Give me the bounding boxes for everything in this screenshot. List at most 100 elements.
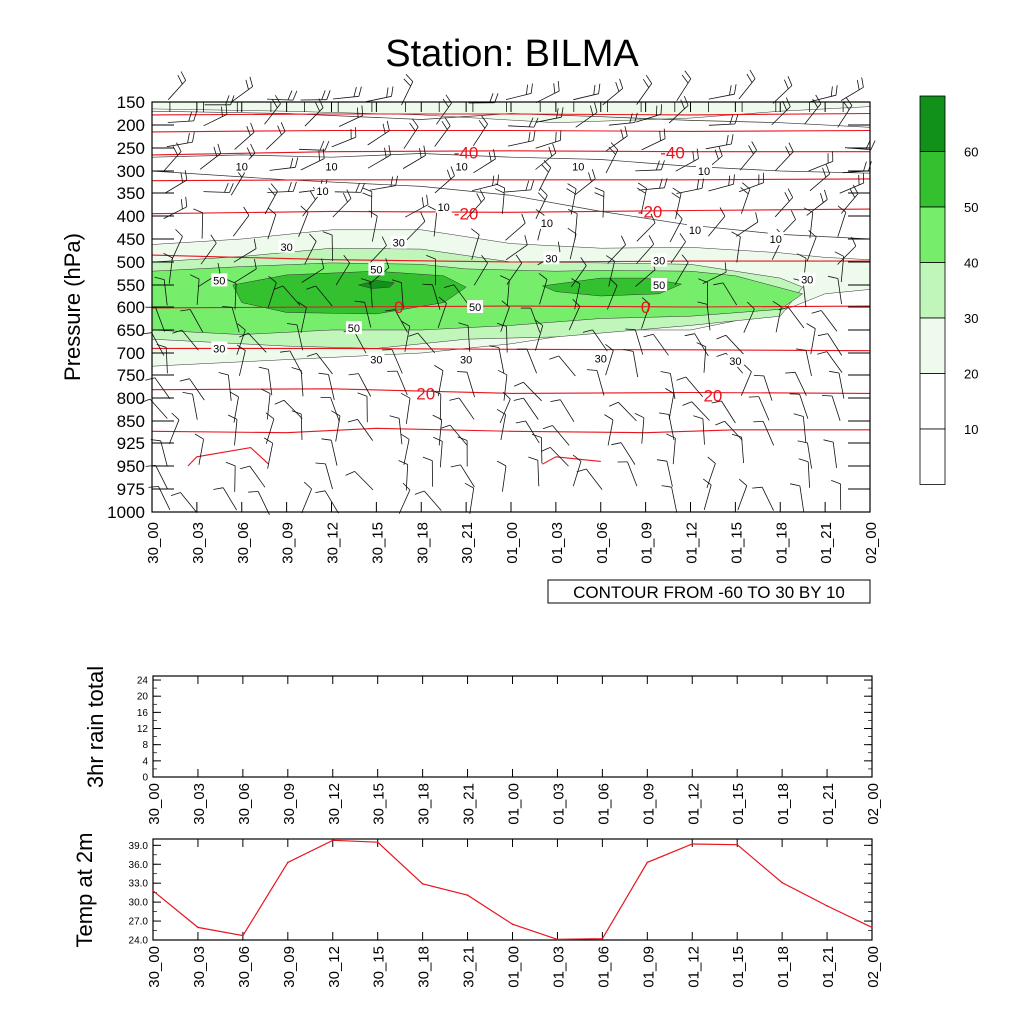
wind-barb	[332, 189, 352, 218]
colorbar: 60 50 40 30 20 10	[919, 95, 978, 485]
contour-labels: 10 10 10 10 10 10 10 10 10 10 30 30 30 30 30 50 50 50 50 50…	[211, 144, 816, 406]
wind-barb	[273, 285, 301, 306]
wind-barb	[708, 84, 737, 100]
wind-barb	[368, 210, 378, 242]
time-tick-label: 30_18	[416, 783, 433, 825]
wind-barb	[391, 279, 404, 309]
colorbar-segment	[919, 95, 946, 152]
wind-barb	[472, 115, 488, 147]
wind-barb	[194, 433, 204, 465]
wind-barb	[404, 194, 429, 218]
ytick-label: 39.0	[129, 841, 149, 852]
wind-barb	[514, 381, 542, 402]
wind-barb	[367, 145, 391, 169]
colorbar-segment	[919, 151, 946, 208]
wind-barb	[752, 486, 774, 511]
wind-barb	[571, 278, 581, 310]
pressure-tick-label: 150	[117, 93, 145, 112]
svg-text:30: 30	[595, 353, 607, 365]
pressure-axis-label: Pressure (hPa)	[60, 233, 85, 381]
wind-barb	[422, 283, 441, 310]
wind-barb	[772, 300, 782, 333]
wind-barb	[225, 461, 236, 492]
time-tick-label: 01_00	[506, 946, 523, 988]
time-tick-label: 30_21	[459, 522, 476, 564]
wind-barb	[368, 236, 387, 265]
colorbar-segment	[919, 428, 946, 485]
pressure-tick-label: 1000	[107, 503, 145, 522]
wind-barb	[150, 439, 168, 467]
wind-barb	[163, 196, 188, 219]
ytick-label: 24	[137, 676, 149, 687]
wind-barb	[702, 478, 712, 511]
temp-point	[152, 890, 154, 892]
wind-barb	[670, 233, 686, 264]
svg-text:10: 10	[572, 161, 584, 173]
colorbar-segment	[919, 262, 946, 319]
wind-barb	[696, 342, 707, 373]
ytick-label: 20	[137, 692, 149, 703]
wind-barb	[389, 415, 403, 445]
wind-barb	[434, 166, 455, 194]
wind-barb	[315, 462, 333, 490]
temperature-contour-line	[151, 305, 871, 309]
wind-barb	[366, 86, 394, 103]
svg-text:30: 30	[280, 242, 292, 254]
time-tick-label: 01_18	[775, 946, 792, 988]
wind-barb	[458, 322, 471, 352]
wind-barb	[489, 345, 505, 374]
wind-barb	[264, 183, 278, 215]
wind-barb	[180, 309, 204, 333]
svg-text:50: 50	[348, 323, 360, 335]
svg-text:30: 30	[653, 256, 665, 268]
wind-barb	[748, 396, 770, 421]
wind-barb	[387, 370, 408, 396]
pressure-tick-label: 650	[117, 321, 145, 340]
wind-barb	[831, 480, 842, 510]
wind-barb	[496, 408, 506, 441]
wind-barb	[170, 492, 198, 513]
wind-barb	[708, 114, 739, 126]
wind-barb	[772, 76, 793, 104]
wind-barb	[457, 436, 468, 467]
temperature-contour-label: -20	[454, 205, 479, 224]
wind-barb	[403, 118, 419, 149]
temperature-contour-label: -20	[638, 202, 663, 221]
temperature-contour-line	[187, 447, 270, 467]
wind-barb	[538, 273, 548, 305]
pressure-tick-label: 300	[117, 162, 145, 181]
wind-barb	[817, 351, 843, 373]
wind-barb	[707, 207, 726, 237]
pressure-tick-label: 800	[117, 389, 145, 408]
temp-panel: 24.0 27.0 30.0 33.0 36.0 39.0 30_00 30_03 30_06 3…	[72, 833, 882, 988]
wind-barb	[370, 175, 398, 191]
humidity-contour-label: 30	[799, 272, 816, 287]
time-tick-label: 01_03	[550, 783, 567, 825]
wind-barb	[322, 231, 333, 262]
colorbar-segment	[919, 317, 946, 374]
pressure-tick-label: 250	[117, 139, 145, 158]
humidity-contour-label: 10	[767, 232, 784, 246]
time-tick-label: 30_06	[236, 783, 253, 825]
chart-title: Station: BILMA	[385, 33, 639, 75]
wind-barb	[809, 164, 831, 192]
time-tick-label: 01_15	[728, 522, 745, 564]
humidity-contour-label: 50	[211, 273, 228, 287]
time-tick-label: 30_03	[191, 946, 208, 988]
time-tick-label: 01_21	[820, 783, 837, 825]
wind-barb	[287, 323, 304, 351]
temp-point	[242, 934, 244, 937]
wind-barb	[534, 319, 544, 351]
wind-barb	[368, 258, 390, 285]
wind-barb	[200, 234, 217, 265]
wind-barb	[572, 454, 582, 487]
humidity-contour-label: 10	[435, 199, 452, 214]
wind-barb	[437, 296, 447, 329]
wind-barb	[315, 490, 339, 514]
wind-barb	[261, 388, 271, 420]
wind-barb	[638, 178, 668, 191]
temperature-contour-line	[151, 427, 870, 434]
svg-text:50: 50	[653, 280, 665, 292]
wind-barb	[172, 329, 199, 351]
wind-barb	[635, 160, 665, 172]
